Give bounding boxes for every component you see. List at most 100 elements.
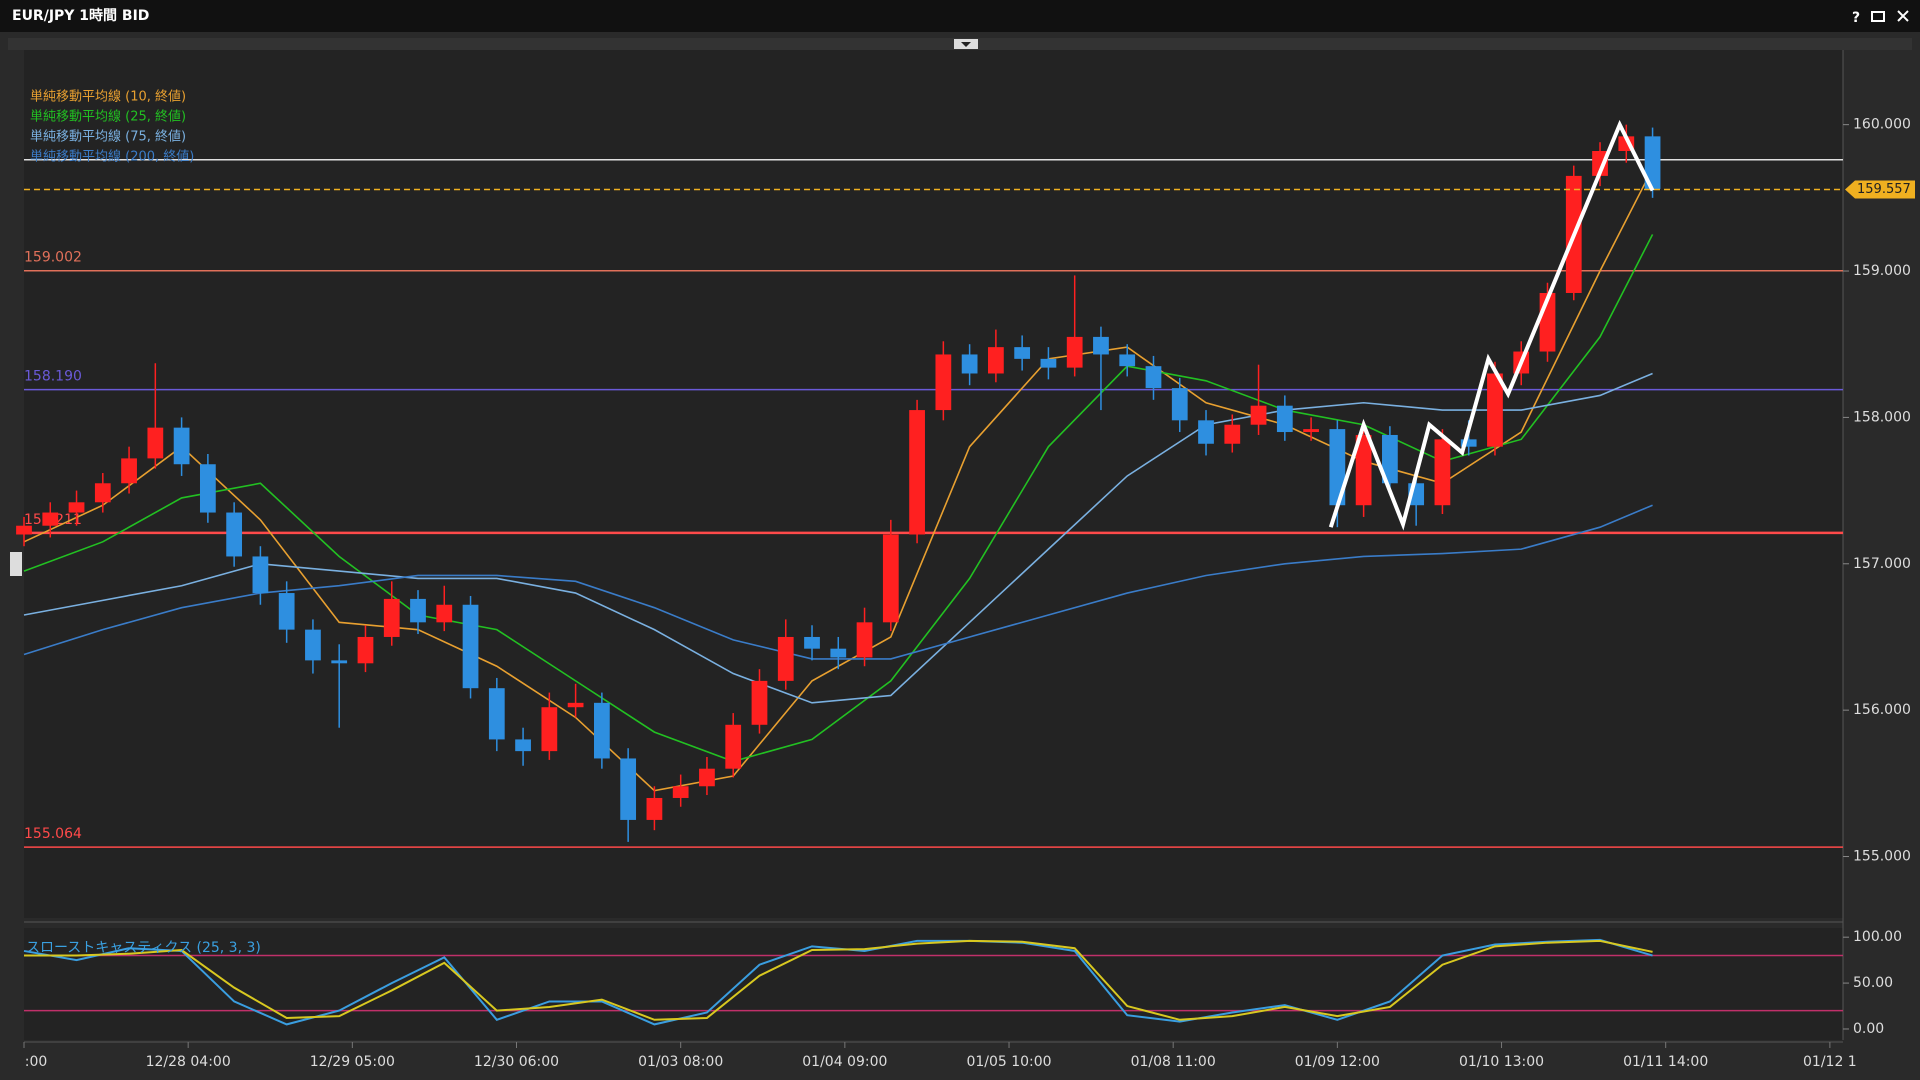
series-line — [23, 504, 1653, 660]
candle-body — [1592, 150, 1608, 176]
x-tick-label: 01/08 11:00 — [1131, 1054, 1216, 1070]
y-tick-label: 159.000 — [1853, 263, 1911, 279]
legend-entry: 単純移動平均線 (10, 終値) — [30, 89, 186, 105]
x-tick-label: 01/11 14:00 — [1623, 1054, 1708, 1070]
window-title: EUR/JPY 1時間 BID — [12, 7, 149, 24]
candle-body — [1250, 405, 1267, 425]
candle-body — [357, 636, 374, 664]
candle-body — [173, 427, 190, 465]
current-price-label: 159.557 — [1857, 182, 1911, 197]
candle-body — [620, 758, 637, 820]
title-bar — [0, 0, 1920, 32]
y-tick-label: 100.00 — [1853, 929, 1902, 945]
candle-body — [567, 702, 584, 708]
y-tick-label: 157.000 — [1853, 556, 1911, 572]
candle-body — [515, 739, 531, 752]
horizontal-line-label: 155.064 — [24, 826, 82, 842]
candle-body — [68, 502, 85, 513]
candle-body — [1434, 439, 1451, 506]
stochastic-panel — [24, 928, 1843, 1040]
candle-body — [462, 604, 479, 689]
y-tick-label: 0.00 — [1853, 1021, 1884, 1037]
y-tick-label: 50.00 — [1853, 975, 1893, 991]
x-tick-label: 12/30 06:00 — [474, 1054, 559, 1070]
current-price-tag — [1845, 180, 1915, 199]
horizontal-line-label: 159.002 — [24, 250, 82, 266]
price-panel — [24, 50, 1843, 918]
candle-body — [1382, 434, 1398, 484]
x-tick-label: 01/04 09:00 — [802, 1054, 887, 1070]
candle-body — [305, 629, 321, 661]
candle-body — [1119, 354, 1136, 367]
candle-body — [1171, 388, 1188, 421]
candle-body — [1303, 429, 1319, 433]
svg-text:?: ? — [1852, 10, 1860, 26]
horizontal-line-label: 158.190 — [24, 369, 82, 385]
candle-body — [252, 556, 269, 594]
candle-body — [121, 458, 137, 484]
x-tick-label: 01/03 08:00 — [638, 1054, 723, 1070]
candle-body — [383, 598, 400, 637]
x-tick-label: 01/09 12:00 — [1295, 1054, 1380, 1070]
candle-body — [882, 534, 899, 623]
candle-body — [1276, 405, 1293, 433]
candle-body — [830, 648, 847, 658]
candle-body — [646, 797, 663, 820]
candle-body — [1040, 358, 1057, 368]
candle-body — [804, 636, 820, 649]
side-handle[interactable] — [10, 552, 22, 576]
candle-body — [909, 410, 925, 535]
y-tick-label: 160.000 — [1853, 117, 1911, 133]
candle-body — [961, 354, 978, 374]
candle-body — [1224, 424, 1241, 444]
y-tick-label: 155.000 — [1853, 849, 1911, 865]
candle-body — [16, 525, 32, 535]
candle-body — [488, 688, 505, 740]
candle-body — [1066, 336, 1083, 368]
candle-body — [436, 604, 453, 623]
indicator-title: スローストキャスティクス (25, 3, 3) — [26, 940, 261, 956]
candle-body — [935, 354, 952, 411]
x-tick-label: 12/29 05:00 — [310, 1054, 395, 1070]
candle-body — [199, 464, 216, 513]
candle-body — [1329, 429, 1346, 506]
legend-entry: 単純移動平均線 (25, 終値) — [30, 109, 186, 125]
candle-body — [278, 593, 295, 630]
candle-body — [725, 724, 742, 769]
x-tick-label: 01/10 13:00 — [1459, 1054, 1544, 1070]
series-line — [23, 234, 1654, 763]
x-tick-label: :00 — [25, 1054, 48, 1070]
y-tick-label: 156.000 — [1853, 702, 1911, 718]
candle-body — [751, 680, 768, 725]
x-tick-label: 01/12 1 — [1803, 1054, 1857, 1070]
candle-body — [94, 483, 111, 503]
candle-body — [410, 598, 426, 623]
candle-body — [1093, 336, 1109, 355]
candle-body — [988, 347, 1004, 374]
candle-body — [147, 427, 164, 459]
candle-body — [541, 707, 558, 752]
candle-body — [856, 622, 873, 658]
candle-body — [672, 786, 689, 798]
candle-body — [1198, 420, 1214, 444]
candle-body — [1460, 439, 1477, 447]
x-tick-label: 12/28 04:00 — [146, 1054, 231, 1070]
candle-body — [331, 660, 348, 664]
candle-body — [777, 636, 794, 681]
x-tick-label: 01/05 10:00 — [966, 1054, 1051, 1070]
y-tick-label: 158.000 — [1853, 409, 1911, 425]
candle-body — [1145, 366, 1162, 389]
candle-body — [226, 512, 243, 557]
series-line — [23, 372, 1653, 704]
trend-annotation — [1328, 119, 1655, 531]
series-line — [24, 939, 1653, 1021]
candle-body — [1644, 136, 1661, 190]
candle-body — [1487, 373, 1503, 447]
window-controls[interactable]: ? — [1852, 10, 1909, 26]
legend-entry: 単純移動平均線 (75, 終値) — [30, 129, 186, 145]
candle-body — [699, 768, 715, 787]
candle-body — [1355, 434, 1372, 506]
candle-body — [1014, 347, 1031, 359]
legend-entry: 単純移動平均線 (200, 終値) — [30, 149, 194, 165]
